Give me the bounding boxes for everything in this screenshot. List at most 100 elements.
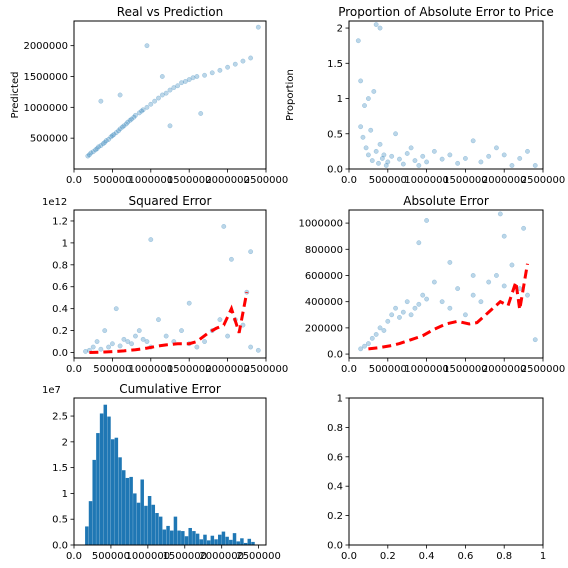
data-point [377,141,383,147]
data-point [90,344,96,350]
data-point [248,249,254,255]
y-tick-label: 0.8 [327,423,343,434]
data-point [371,89,377,94]
data-point [393,131,399,137]
data-point [159,74,165,79]
histogram-bar [181,531,185,545]
data-point [167,123,173,129]
y-tick-label: 0.0 [327,541,343,552]
data-point [358,124,364,130]
histogram-bar [144,505,148,545]
data-point [117,126,123,132]
histogram-bar [218,534,222,545]
histogram-bar [129,476,133,545]
histogram-bar [232,533,237,545]
plot-frame [73,20,267,170]
data-point [109,133,115,139]
y-tick-label: 1000000 [298,219,343,230]
x-tick-label: 1000000 [404,364,449,375]
data-point [217,67,223,73]
data-point [381,328,387,333]
data-point [117,92,123,98]
data-point [462,312,468,318]
data-point [85,153,91,159]
histogram-bar [162,529,167,545]
data-point [139,108,145,114]
histogram-bar [192,531,196,545]
data-point [385,159,391,165]
data-point [225,333,231,339]
data-point [111,132,117,137]
plot-area [85,24,261,159]
x-tick-label: 0.0 [341,551,357,562]
data-point [144,104,150,110]
y-tick-label: 1 [337,394,343,405]
data-point [362,103,367,109]
data-point [424,218,430,223]
x-tick-label: 1000000 [129,364,174,375]
plot-area [83,223,261,355]
data-point [202,339,208,345]
y-tick-label: 0.0 [52,348,68,359]
data-point [377,25,383,31]
data-point [462,155,468,161]
data-point [389,312,395,318]
y-tick-label: 500000 [30,134,68,145]
data-point [144,43,150,49]
data-point [198,111,204,116]
panel-4: 0.0 50000010000001500000200000025000000.0… [298,194,565,375]
data-point [521,225,527,231]
data-point [416,301,422,307]
histogram-bar [151,504,156,545]
data-point [248,344,254,350]
data-point [132,112,138,118]
data-point [240,58,246,64]
data-point [525,292,530,298]
data-point [144,339,150,345]
data-point [439,156,445,162]
data-point [86,152,92,158]
axis-offset-text: 1e12 [42,197,67,208]
data-point [493,145,499,151]
data-point [90,149,96,155]
data-point [389,153,395,159]
y-tick-label: 2000000 [23,41,68,52]
x-tick-label: 0.2 [380,551,396,562]
data-point [156,317,161,323]
data-point [424,296,430,302]
y-tick-label: 0.2 [52,326,68,337]
data-point [113,306,119,312]
data-point [509,163,515,168]
data-point [369,335,375,341]
histogram-bar [114,437,119,545]
data-point [88,150,94,156]
x-tick-label: 500000 [92,551,130,562]
data-point [248,55,254,61]
data-point [228,256,234,262]
y-tick-label: 1.2 [52,216,68,227]
y-axis-label: Predicted [10,72,21,119]
data-point [125,119,131,125]
data-point [416,163,422,168]
histogram-bar [107,416,111,545]
data-point [131,114,137,120]
histogram-bar [173,516,178,545]
data-point [171,85,177,91]
y-tick-label: 1.5 [327,59,343,70]
y-tick-label: 0.2 [327,511,343,522]
plot-frame [348,209,544,359]
data-point [98,98,104,104]
data-point [152,98,158,104]
x-tick-label: 1500000 [167,175,212,186]
y-tick-label: 1 [337,94,343,105]
data-point [362,343,367,349]
data-point [140,336,146,342]
data-point [501,233,507,239]
data-point [393,305,399,311]
data-point [125,339,131,345]
x-tick-label: 500000 [93,175,131,186]
histogram-bar [166,525,170,545]
data-point [368,127,374,133]
axis-offset-text: 1e7 [42,385,61,396]
